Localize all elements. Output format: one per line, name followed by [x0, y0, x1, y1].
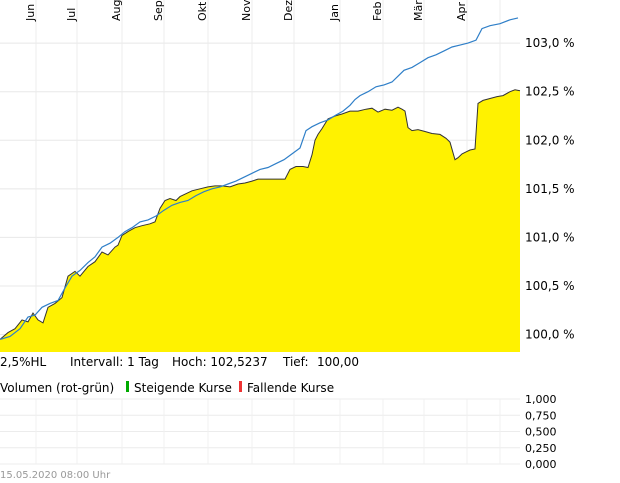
rising-label: Steigende Kurse	[134, 381, 232, 395]
y-tick-label: 100,5 %	[525, 279, 575, 293]
x-tick-label: Jan	[328, 4, 341, 22]
chart-series	[0, 17, 521, 353]
x-axis-labels: Jun Jul Aug Sep Okt Nov Dez Jan Feb Mär Apr	[24, 0, 468, 22]
y-tick-label: 103,0 %	[525, 36, 575, 50]
volume-tick-label: 1,000	[525, 393, 557, 406]
volume-tick-label: 0,000	[525, 458, 557, 471]
volume-panel: 1,000 0,750 0,500 0,250 0,000	[0, 393, 557, 471]
x-tick-label: Dez	[282, 0, 295, 21]
y-tick-label: 102,0 %	[525, 133, 575, 147]
timestamp: 15.05.2020 08:00 Uhr	[0, 470, 111, 481]
x-tick-label: Sep	[152, 0, 165, 21]
y-tick-label: 102,5 %	[525, 85, 575, 99]
x-tick-label: Feb	[371, 2, 384, 21]
low-label: Tief:	[283, 355, 309, 369]
y-axis-labels: 100,0 % 100,5 % 101,0 % 101,5 % 102,0 % 102,5…	[525, 36, 575, 341]
y-tick-label: 101,5 %	[525, 182, 575, 196]
instrument-name: 2,5%HL	[0, 355, 47, 369]
x-tick-label: Nov	[240, 0, 253, 21]
x-tick-label: Apr	[455, 1, 468, 21]
low-value: 100,00	[317, 355, 359, 369]
x-tick-label: Jul	[65, 8, 78, 22]
x-tick-label: Okt	[196, 1, 209, 21]
rising-swatch-icon	[126, 381, 129, 392]
y-tick-label: 101,0 %	[525, 230, 575, 244]
falling-swatch-icon	[239, 381, 242, 392]
high-value: Hoch: 102,5237	[172, 355, 268, 369]
x-tick-label: Aug	[110, 0, 123, 21]
info-row: 2,5%HL Intervall: 1 Tag Hoch: 102,5237 T…	[0, 355, 620, 373]
x-tick-label: Mär	[412, 0, 425, 21]
volume-label: Volumen (rot-grün)	[0, 381, 115, 395]
comparison-line	[0, 17, 519, 340]
x-tick-label: Jun	[24, 4, 37, 22]
volume-tick-label: 0,250	[525, 442, 557, 455]
y-tick-label: 100,0 %	[525, 328, 575, 342]
volume-legend: Volumen (rot-grün) Steigende Kurse Falle…	[0, 381, 620, 397]
area-line	[0, 89, 521, 340]
volume-tick-label: 0,500	[525, 426, 557, 439]
area-fill	[0, 89, 520, 353]
falling-label: Fallende Kurse	[247, 381, 335, 395]
interval-label: Intervall: 1 Tag	[70, 355, 159, 369]
volume-tick-label: 0,750	[525, 409, 557, 422]
